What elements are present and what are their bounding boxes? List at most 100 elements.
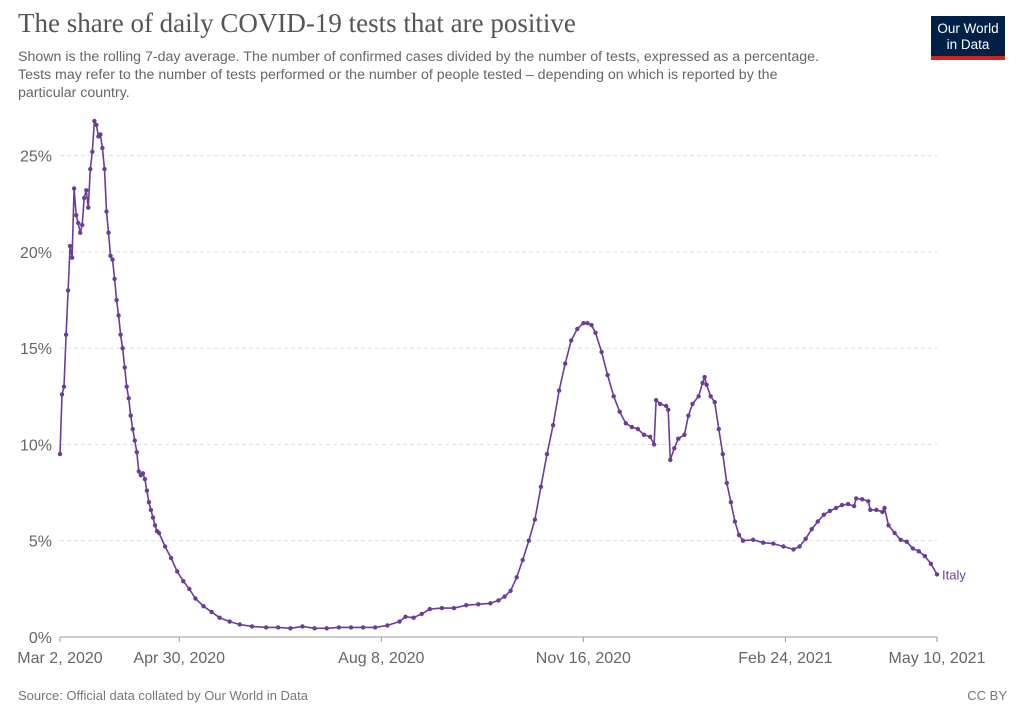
data-point: [82, 195, 87, 201]
data-point: [690, 401, 695, 407]
data-point: [324, 626, 329, 631]
data-point: [922, 553, 928, 559]
data-point: [641, 432, 647, 437]
data-point: [150, 515, 156, 520]
data-point: [658, 401, 663, 407]
data-point: [886, 523, 891, 528]
data-point: [617, 409, 622, 414]
data-point: [611, 394, 616, 399]
data-point: [78, 230, 83, 235]
data-point: [102, 166, 107, 172]
data-point: [134, 450, 139, 455]
data-point: [502, 594, 507, 599]
data-point: [904, 539, 909, 544]
data-point: [74, 213, 79, 218]
data-point: [88, 166, 93, 172]
data-point: [276, 625, 281, 630]
data-point: [860, 497, 865, 502]
data-point: [168, 555, 174, 561]
y-tick-label: 15%: [20, 341, 52, 358]
data-point: [148, 507, 154, 513]
logo-accent-bar: [931, 56, 1005, 60]
data-point: [108, 253, 113, 258]
data-point: [65, 288, 71, 293]
data-point: [193, 596, 198, 601]
data-point: [833, 505, 839, 511]
data-point: [556, 388, 562, 393]
data-point: [892, 530, 897, 536]
data-point: [708, 394, 713, 399]
data-point: [589, 322, 594, 328]
data-point: [63, 332, 69, 337]
data-point: [336, 625, 342, 630]
data-point: [348, 625, 354, 630]
data-point: [569, 338, 574, 343]
x-tick-label: May 10, 2021: [889, 650, 986, 667]
data-point: [69, 255, 75, 260]
data-point: [126, 396, 131, 401]
data-point: [882, 505, 887, 511]
data-point: [114, 297, 119, 303]
data-point: [76, 220, 81, 226]
data-point: [575, 326, 580, 332]
data-point: [803, 536, 808, 541]
data-point: [750, 537, 756, 542]
data-point: [488, 601, 493, 606]
data-point: [106, 230, 111, 235]
data-point: [866, 499, 871, 504]
data-point: [526, 538, 531, 543]
data-point: [702, 374, 707, 380]
data-point: [771, 541, 776, 546]
data-point: [821, 512, 826, 517]
owid-logo[interactable]: Our World in Data: [931, 16, 1005, 60]
data-point: [647, 434, 653, 439]
data-point: [563, 361, 568, 366]
data-point: [237, 622, 242, 627]
data-point: [71, 186, 77, 191]
data-point: [845, 501, 851, 507]
x-tick-label: Apr 30, 2020: [133, 650, 225, 667]
subtitle-line-3: particular country.: [18, 85, 130, 101]
data-point: [94, 122, 99, 128]
data-point: [110, 257, 115, 262]
data-point: [538, 484, 544, 489]
data-point: [724, 480, 729, 486]
data-point: [92, 118, 97, 124]
data-point: [312, 626, 317, 631]
data-point: [880, 509, 885, 515]
license-label: CC BY: [967, 688, 1007, 703]
data-point: [263, 625, 269, 630]
data-point: [851, 503, 857, 509]
data-point: [104, 209, 109, 214]
data-point: [288, 626, 293, 631]
logo-line-2: in Data: [946, 37, 990, 52]
data-point: [124, 384, 129, 389]
data-point: [740, 538, 746, 543]
data-point: [508, 588, 513, 593]
data-point: [112, 276, 117, 282]
data-point: [653, 398, 659, 403]
y-tick-label: 25%: [20, 149, 52, 166]
data-point: [720, 451, 725, 457]
data-point: [676, 436, 681, 441]
data-point: [201, 604, 206, 609]
data-point: [868, 507, 873, 513]
data-point: [623, 421, 628, 426]
data-point: [118, 332, 123, 337]
data-point: [728, 500, 734, 505]
data-point: [898, 537, 903, 542]
data-point: [635, 426, 641, 432]
data-point: [86, 205, 91, 210]
data-point: [100, 145, 105, 151]
y-tick-label: 0%: [29, 630, 52, 647]
data-point: [464, 603, 469, 608]
data-point: [385, 623, 390, 628]
data-point: [809, 527, 814, 532]
data-point: [916, 549, 921, 554]
data-point: [736, 532, 742, 538]
data-point: [67, 243, 73, 249]
data-point: [98, 132, 103, 137]
data-point: [605, 372, 610, 378]
x-tick-label: Mar 2, 2020: [17, 650, 102, 667]
